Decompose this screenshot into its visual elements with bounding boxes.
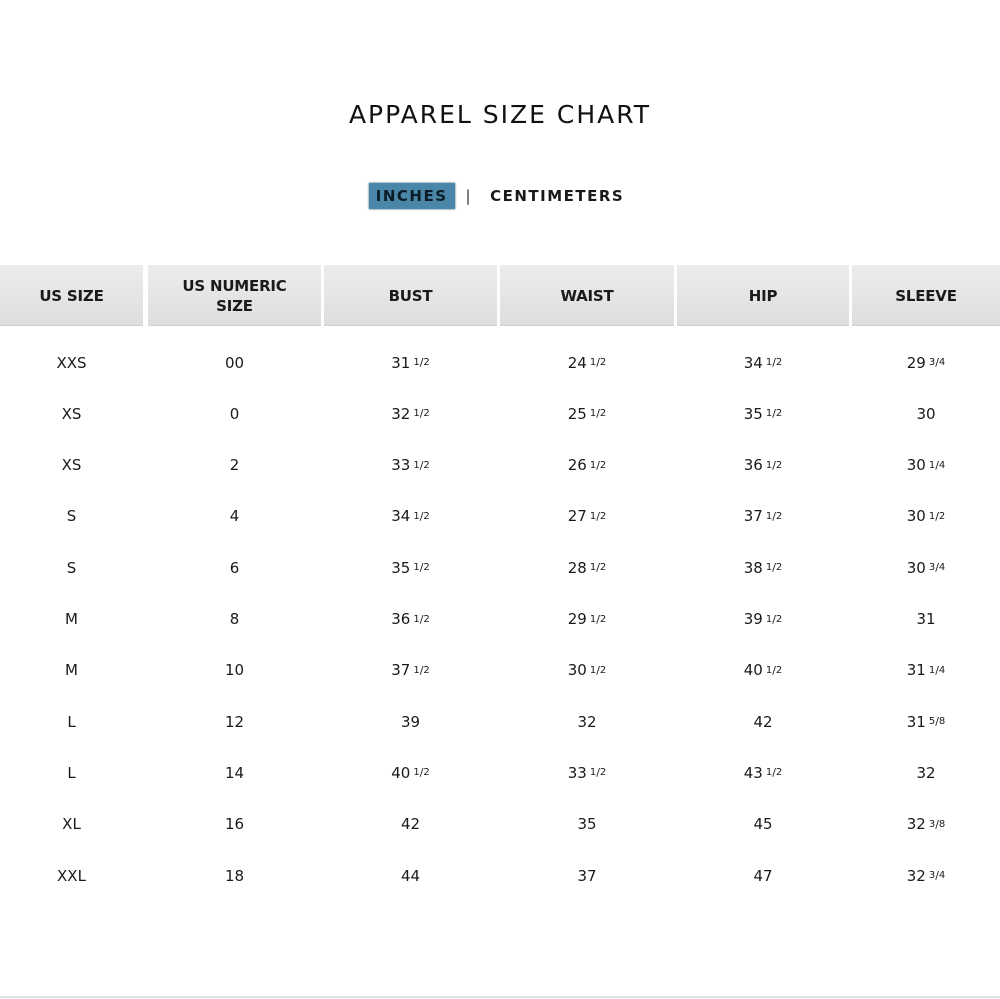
- cell-hip: 38 1/2: [743, 558, 783, 577]
- table-row: S 6 35 1/2 28 1/2 38 1/2 30 3/4: [0, 542, 1000, 593]
- cell-us-size: M: [65, 610, 78, 628]
- header-hip: HIP: [677, 265, 849, 326]
- cell-waist: 26 1/2: [567, 456, 607, 475]
- cell-hip: 43 1/2: [743, 763, 783, 782]
- cell-us-numeric: 0: [229, 404, 240, 423]
- header-sleeve: SLEEVE: [852, 265, 1000, 326]
- cell-us-size: L: [67, 763, 76, 782]
- cell-hip: 34 1/2: [743, 353, 783, 372]
- cell-hip: 37 1/2: [743, 507, 783, 526]
- cell-sleeve: 30 1/4: [906, 456, 946, 475]
- header-label: US NUMERIC: [182, 276, 287, 295]
- table-row: L 12 39 32 42 31 5/8: [0, 696, 1000, 747]
- cell-hip: 36 1/2: [743, 456, 783, 475]
- cell-waist: 37: [577, 866, 597, 885]
- centimeters-tab[interactable]: CENTIMETERS: [490, 187, 625, 205]
- cell-sleeve: 29 3/4: [906, 353, 946, 372]
- cell-waist: 33 1/2: [567, 763, 607, 782]
- cell-sleeve: 30 1/2: [906, 507, 946, 526]
- cell-sleeve: 30 3/4: [906, 558, 946, 577]
- table-row: M 10 37 1/2 30 1/2 40 1/2 31 1/4: [0, 645, 1000, 696]
- cell-bust: 31 1/2: [391, 353, 430, 372]
- cell-us-size: XS: [61, 456, 82, 475]
- cell-bust: 33 1/2: [391, 456, 430, 475]
- cell-bust: 32 1/2: [391, 404, 430, 423]
- cell-us-numeric: 8: [229, 610, 240, 628]
- page-title: APPAREL SIZE CHART: [348, 100, 652, 129]
- cell-sleeve: 31 5/8: [906, 712, 946, 731]
- header-label: US SIZE: [39, 286, 104, 305]
- cell-us-size: M: [65, 661, 78, 680]
- cell-waist: 32: [577, 712, 597, 731]
- cell-us-size: XL: [62, 815, 81, 834]
- cell-bust: 37 1/2: [391, 661, 430, 680]
- table-row: XXL 18 44 37 47 32 3/4: [0, 850, 1000, 901]
- cell-us-size: S: [66, 507, 77, 526]
- bottom-divider: [0, 996, 1000, 998]
- table-row: L 14 40 1/2 33 1/2 43 1/2 32: [0, 747, 1000, 798]
- header-waist: WAIST: [500, 265, 674, 326]
- table-row: XXS 00 31 1/2 24 1/2 34 1/2 29 3/4: [0, 337, 1000, 388]
- cell-waist: 25 1/2: [567, 404, 607, 423]
- inches-tab[interactable]: INCHES: [368, 183, 455, 209]
- cell-us-numeric: 00: [224, 353, 245, 372]
- cell-waist: 28 1/2: [567, 558, 607, 577]
- cell-bust: 35 1/2: [391, 558, 430, 577]
- cell-hip: 42: [753, 712, 773, 731]
- cell-sleeve: 32: [916, 763, 936, 782]
- cell-bust: 39: [400, 712, 421, 731]
- cell-bust: 42: [400, 815, 421, 834]
- cell-waist: 29 1/2: [567, 610, 607, 628]
- cell-us-size: XXS: [56, 353, 87, 372]
- cell-waist: 27 1/2: [567, 507, 607, 526]
- cell-us-numeric: 12: [224, 712, 245, 731]
- cell-us-size: XXL: [57, 866, 86, 885]
- cell-sleeve: 32 3/4: [906, 866, 946, 885]
- unit-toggle: INCHES | CENTIMETERS: [0, 183, 1000, 209]
- cell-us-size: S: [66, 558, 77, 577]
- table-row: XL 16 42 35 45 32 3/8: [0, 799, 1000, 850]
- table-row: XS 0 32 1/2 25 1/2 35 1/2 30: [0, 388, 1000, 439]
- table-row: M 8 36 1/2 29 1/2 39 1/2 31: [0, 594, 1000, 645]
- cell-waist: 24 1/2: [567, 353, 607, 372]
- header-label: SLEEVE: [895, 286, 957, 305]
- cell-hip: 35 1/2: [743, 404, 783, 423]
- cell-sleeve: 31 1/4: [906, 661, 946, 680]
- cell-us-numeric: 18: [224, 866, 245, 885]
- cell-us-numeric: 16: [224, 815, 245, 834]
- cell-bust: 44: [400, 866, 421, 885]
- header-label: HIP: [748, 286, 778, 305]
- cell-us-numeric: 14: [224, 763, 245, 782]
- header-label: WAIST: [560, 286, 614, 305]
- header-us-numeric: US NUMERIC SIZE: [148, 265, 321, 326]
- table-row: S 4 34 1/2 27 1/2 37 1/2 30 1/2: [0, 491, 1000, 542]
- header-us-size: US SIZE: [0, 265, 143, 326]
- cell-hip: 45: [753, 815, 773, 834]
- cell-waist: 30 1/2: [567, 661, 607, 680]
- table-header: US SIZE US NUMERIC SIZE BUST WAIST HIP SLEEVE: [0, 265, 1000, 326]
- cell-hip: 47: [753, 866, 773, 885]
- cell-us-size: XS: [61, 404, 82, 423]
- cell-us-numeric: 10: [224, 661, 245, 680]
- cell-bust: 34 1/2: [391, 507, 430, 526]
- header-label: SIZE: [216, 296, 253, 315]
- cell-bust: 36 1/2: [391, 610, 430, 628]
- cell-us-numeric: 4: [229, 507, 240, 526]
- cell-bust: 40 1/2: [391, 763, 430, 782]
- cell-sleeve: 32 3/8: [906, 815, 946, 834]
- cell-hip: 40 1/2: [743, 661, 783, 680]
- unit-separator: |: [465, 187, 473, 205]
- cell-hip: 39 1/2: [743, 610, 783, 628]
- cell-us-size: L: [67, 712, 76, 731]
- header-label: BUST: [388, 286, 433, 305]
- cell-us-numeric: 6: [229, 558, 240, 577]
- table-row: XS 2 33 1/2 26 1/2 36 1/2 30 1/4: [0, 440, 1000, 491]
- cell-waist: 35: [577, 815, 597, 834]
- cell-us-numeric: 2: [229, 456, 240, 475]
- cell-sleeve: 31: [916, 610, 936, 628]
- cell-sleeve: 30: [916, 404, 936, 423]
- header-bust: BUST: [324, 265, 497, 326]
